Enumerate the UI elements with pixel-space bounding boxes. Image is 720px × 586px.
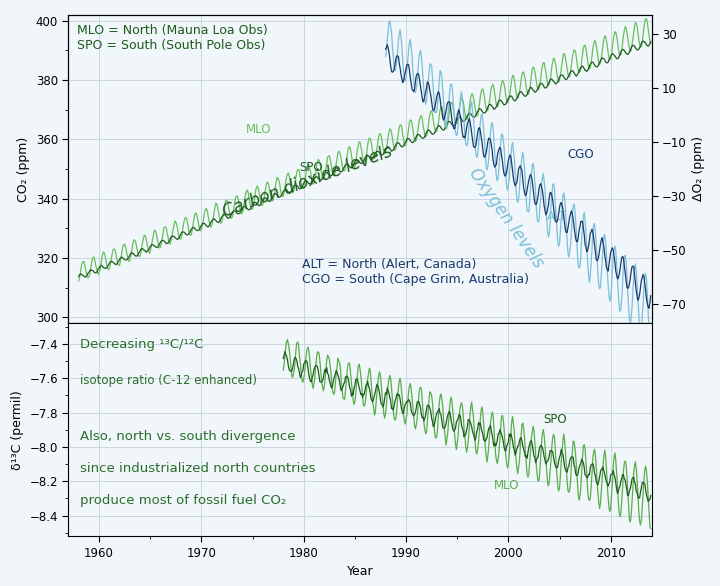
Text: since industrialized north countries: since industrialized north countries [80, 462, 315, 475]
Y-axis label: δ¹³C (permil): δ¹³C (permil) [11, 390, 24, 469]
Text: SPO: SPO [544, 413, 567, 427]
Text: CGO: CGO [567, 148, 594, 161]
Text: MLO = North (Mauna Loa Obs)
SPO = South (South Pole Obs): MLO = North (Mauna Loa Obs) SPO = South … [77, 24, 268, 52]
Text: ALT = North (Alert, Canada)
CGO = South (Cape Grim, Australia): ALT = North (Alert, Canada) CGO = South … [302, 258, 528, 287]
Text: Carbon dioxide levels: Carbon dioxide levels [220, 142, 395, 220]
Text: ALT: ALT [546, 210, 567, 223]
Text: MLO: MLO [246, 124, 271, 137]
Text: produce most of fossil fuel CO₂: produce most of fossil fuel CO₂ [80, 493, 287, 507]
Text: Also, north vs. south divergence: Also, north vs. south divergence [80, 430, 296, 443]
Text: isotope ratio (C-12 enhanced): isotope ratio (C-12 enhanced) [80, 374, 257, 387]
Text: Oxygen levels: Oxygen levels [465, 165, 547, 272]
Y-axis label: CO₂ (ppm): CO₂ (ppm) [17, 137, 30, 202]
Text: MLO: MLO [494, 479, 520, 492]
Y-axis label: ΔO₂ (ppm): ΔO₂ (ppm) [693, 137, 706, 202]
Text: SPO: SPO [299, 161, 323, 173]
Text: Decreasing ¹³C/¹²C: Decreasing ¹³C/¹²C [80, 338, 204, 351]
X-axis label: Year: Year [347, 565, 373, 578]
